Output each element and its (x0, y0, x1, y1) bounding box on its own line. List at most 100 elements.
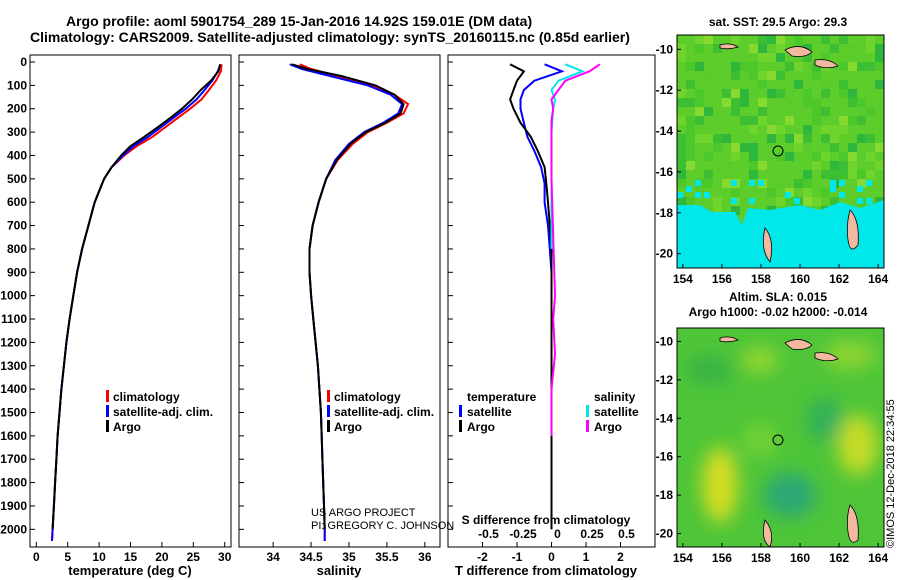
sst-pixel (695, 107, 704, 116)
sst-pixel (677, 89, 686, 98)
sst-pixel (758, 53, 767, 62)
sst-pixel (686, 116, 695, 125)
sst-pixel (740, 116, 749, 125)
sst-pixel (686, 62, 695, 71)
sst-pixel (776, 53, 785, 62)
sst-pixel (758, 80, 767, 89)
sst-pixel (812, 62, 821, 71)
sst-pixel (821, 53, 830, 62)
sla-blob (686, 356, 734, 384)
sst-pixel (839, 192, 845, 198)
temperature-series-satellite-adj-clim- (51, 63, 222, 542)
sst-pixel (677, 116, 686, 125)
sst-cool-region (677, 200, 884, 268)
depth-tick-label: 400 (7, 148, 27, 162)
credit-project: US ARGO PROJECT (311, 507, 416, 519)
sst-pixel (767, 71, 776, 80)
legend-t-satellite-swatch (459, 405, 462, 417)
legend-argo-label: Argo (334, 420, 362, 434)
sst-pixel (686, 80, 695, 89)
sst-pixel (749, 89, 758, 98)
sst-pixel (794, 198, 800, 204)
map-x-tick-label: 158 (751, 272, 771, 286)
sst-pixel (677, 170, 686, 179)
legend-satellite-swatch (327, 405, 330, 417)
sst-pixel (749, 125, 758, 134)
sst-pixel (848, 116, 857, 125)
sst-pixel (839, 180, 845, 186)
salinity-x-tick-label: 36 (418, 550, 432, 564)
sst-pixel (758, 116, 767, 125)
sst-pixel (749, 198, 755, 204)
sst-pixel (785, 192, 791, 198)
sst-pixel (821, 107, 830, 116)
sst-pixel (848, 89, 857, 98)
sst-pixel (812, 116, 821, 125)
sst-pixel (695, 180, 701, 186)
depth-tick-label: 800 (7, 242, 27, 256)
legend-s-argo-label: Argo (594, 420, 622, 434)
sst-pixel (740, 62, 749, 71)
salinity-series-satellite-adj-clim- (289, 63, 404, 541)
sst-pixel (749, 152, 758, 161)
legend-salinity-heading: salinity (594, 390, 636, 404)
sst-map-axes: 154 156 158 160 162 164 -10 -12 -14 -16 -18 -20 (656, 42, 889, 286)
sst-pixel (686, 186, 692, 192)
temperature-legend: climatology satellite-adj. clim. Argo (106, 390, 213, 434)
sst-pixel (677, 53, 686, 62)
sst-pixel (848, 62, 857, 71)
s-difference-tick-label: -0.5 (478, 527, 499, 541)
sst-pixel (686, 143, 695, 152)
temperature-x-tick-label: 20 (155, 550, 169, 564)
sst-pixel (749, 44, 758, 53)
sst-pixel (758, 35, 767, 44)
sst-pixel (857, 116, 866, 125)
sla-blob (742, 348, 778, 372)
header-title-line2: Climatology: CARS2009. Satellite-adjuste… (30, 29, 630, 45)
sst-pixel (686, 152, 695, 161)
sst-map-frame (676, 34, 885, 269)
sst-pixel (776, 71, 785, 80)
sst-pixel (677, 44, 686, 53)
sla-blob (702, 447, 738, 523)
difference-x-tick-label: 1 (583, 550, 590, 564)
sst-pixel (821, 35, 830, 44)
sst-pixel (839, 62, 848, 71)
legend-argo-swatch (327, 420, 330, 432)
sst-pixel (830, 125, 839, 134)
sst-pixel (686, 134, 695, 143)
sla-coastline (719, 336, 859, 547)
sst-pixel (785, 197, 794, 206)
sst-pixel (821, 80, 830, 89)
sst-pixel (740, 89, 749, 98)
map-y-tick-label: -10 (656, 334, 674, 348)
salinity-x-tick-label: 35.5 (375, 550, 399, 564)
sst-pixel (821, 89, 830, 98)
sst-pixel (722, 98, 731, 107)
sst-pixel (830, 143, 839, 152)
sst-pixel (758, 71, 767, 80)
sst-pixel (749, 180, 755, 186)
sst-pixel (767, 152, 776, 161)
sst-pixel (812, 98, 821, 107)
sla-blob (838, 415, 878, 475)
s-difference-tick-label: 0 (554, 527, 561, 541)
depth-tick-label: 100 (7, 78, 27, 92)
sst-pixel (758, 107, 767, 116)
sst-pixel (713, 134, 722, 143)
salinity-series-argo (291, 63, 405, 530)
depth-tick-label: 1600 (0, 429, 27, 443)
sst-pixel (812, 161, 821, 170)
sst-pixel (803, 134, 812, 143)
sst-pixel (677, 179, 686, 188)
depth-tick-label: 500 (7, 172, 27, 186)
sst-pixel (875, 161, 884, 170)
sst-pixel (677, 134, 686, 143)
sst-pixel (803, 143, 812, 152)
sla-map-title-line2: Argo h1000: -0.02 h2000: -0.014 (689, 305, 868, 319)
legend-argo-swatch (106, 420, 109, 432)
sst-pixel (830, 180, 836, 186)
depth-tick-label: 1100 (1, 312, 27, 326)
sst-pixel (848, 161, 857, 170)
sst-pixel (785, 152, 794, 161)
